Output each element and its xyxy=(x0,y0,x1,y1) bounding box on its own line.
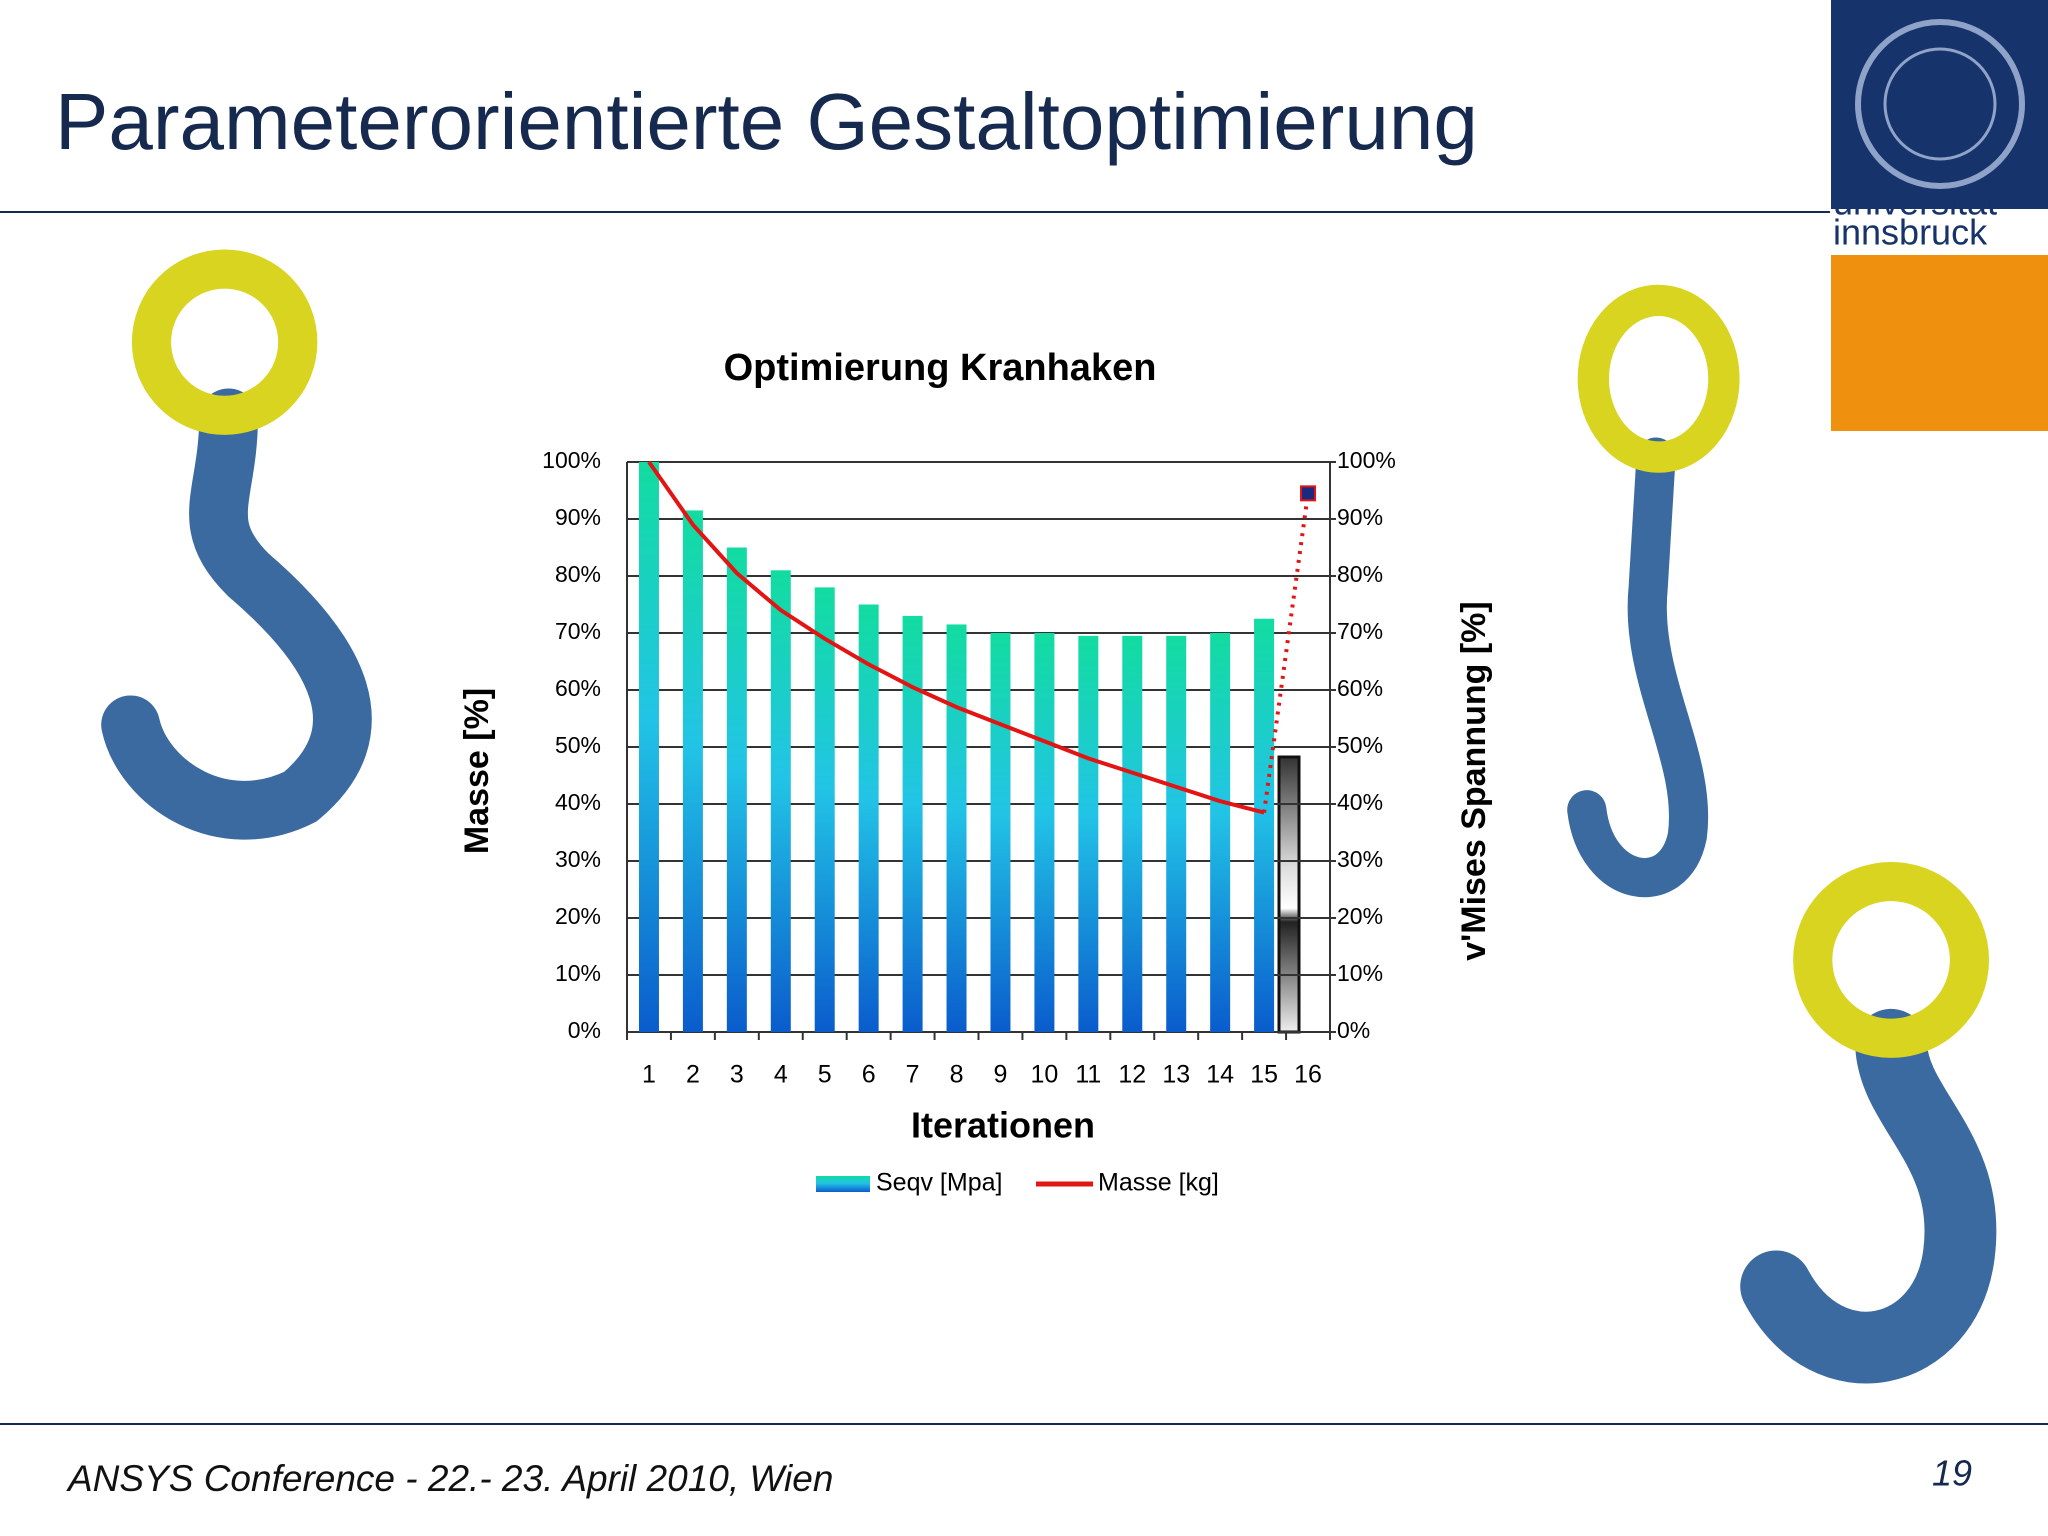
bar xyxy=(770,570,791,1032)
y2-tick-label: 50% xyxy=(1337,732,1383,758)
x-tick-label: 9 xyxy=(994,1061,1008,1089)
y2-tick-label: 40% xyxy=(1337,789,1383,815)
y2-tick-label: 60% xyxy=(1337,675,1383,701)
y-tick-label: 30% xyxy=(555,846,601,872)
x-tick-label: 1 xyxy=(642,1061,656,1089)
bar xyxy=(726,547,747,1032)
y2-tick-label: 30% xyxy=(1337,846,1383,872)
x-tick-label: 12 xyxy=(1118,1061,1146,1089)
hooks xyxy=(101,249,1997,1384)
legend-label: Masse [kg] xyxy=(1098,1169,1219,1197)
hook-ring xyxy=(131,249,318,435)
highlight-box xyxy=(1277,755,1301,1034)
x-tick-label: 7 xyxy=(906,1061,920,1089)
y2-tick-label: 20% xyxy=(1337,903,1383,929)
y-tick-label: 60% xyxy=(555,675,601,701)
x-tick-label: 3 xyxy=(730,1061,744,1089)
line-marker xyxy=(1300,485,1317,502)
bar xyxy=(814,587,835,1032)
footer: ANSYS Conference - 22.- 23. April 2010, … xyxy=(66,1458,833,1499)
bar xyxy=(1254,618,1275,1032)
y-tick-label: 90% xyxy=(555,504,601,530)
x-tick-label: 8 xyxy=(950,1061,964,1089)
y-tick-label: 100% xyxy=(542,447,601,473)
x-tick-label: 2 xyxy=(686,1061,700,1089)
hook-ring xyxy=(1793,861,1990,1058)
y2-tick-label: 90% xyxy=(1337,504,1383,530)
line xyxy=(647,460,1265,815)
bar xyxy=(1034,633,1055,1032)
legend-label: Seqv [Mpa] xyxy=(876,1169,1002,1197)
y2-tick-label: 0% xyxy=(1337,1017,1370,1043)
y-tick-label: 80% xyxy=(555,561,601,587)
y2-tick-label: 70% xyxy=(1337,618,1383,644)
logo-seal-inner xyxy=(1883,47,1997,161)
hook-ring xyxy=(1577,284,1740,473)
x-tick-label: 4 xyxy=(774,1061,788,1089)
y-tick-label: 20% xyxy=(555,903,601,929)
logo-orange xyxy=(1831,255,2048,431)
legend-swatch xyxy=(816,1176,870,1192)
y-tick-label: 70% xyxy=(555,618,601,644)
bar xyxy=(946,624,967,1032)
x-tick-label: 11 xyxy=(1075,1061,1101,1089)
y2-tick-label: 10% xyxy=(1337,960,1383,986)
x-tick-label: 6 xyxy=(862,1061,876,1089)
x-tick-label: 5 xyxy=(818,1061,832,1089)
chart: Optimierung Kranhaken Iterationen Masse … xyxy=(458,347,1493,1197)
bar xyxy=(1122,635,1143,1032)
hook xyxy=(101,388,372,840)
y-tick-label: 0% xyxy=(568,1017,601,1043)
bar xyxy=(682,510,703,1032)
y2-tick-label: 100% xyxy=(1337,447,1396,473)
y2-tick-label: 80% xyxy=(1337,561,1383,587)
y-tick-label: 40% xyxy=(555,789,601,815)
y-tick-label: 10% xyxy=(555,960,601,986)
bar xyxy=(1210,633,1231,1032)
x-axis-title: Iterationen xyxy=(911,1105,1095,1146)
hook xyxy=(1740,1008,1997,1384)
hook xyxy=(1567,437,1709,898)
y-axis-title: Masse [%] xyxy=(458,688,496,854)
logo-seal-bg xyxy=(1831,0,2048,209)
chart-title: Optimierung Kranhaken xyxy=(724,347,1157,389)
x-tick-label: 14 xyxy=(1206,1061,1234,1089)
page-number: 19 xyxy=(1932,1453,1972,1494)
logo: universität innsbruck xyxy=(1831,0,2048,431)
logo-text: innsbruck xyxy=(1833,212,1988,253)
slide-title: Parameterorientierte Gestaltoptimierung xyxy=(55,77,1478,166)
x-tick-label: 13 xyxy=(1162,1061,1190,1089)
bar xyxy=(1166,635,1187,1032)
y2-axis-title: v'Mises Spannung [%] xyxy=(1455,601,1493,960)
bar xyxy=(902,615,923,1032)
x-tick-label: 15 xyxy=(1250,1061,1278,1089)
bar xyxy=(638,462,659,1032)
logo-text: universität xyxy=(1833,182,1997,223)
x-tick-label: 16 xyxy=(1294,1061,1322,1089)
y-tick-label: 50% xyxy=(555,732,601,758)
bar xyxy=(858,604,879,1032)
x-tick-label: 10 xyxy=(1031,1061,1059,1089)
logo-seal xyxy=(1855,19,2025,189)
bar xyxy=(990,633,1011,1032)
bar xyxy=(1078,635,1099,1032)
